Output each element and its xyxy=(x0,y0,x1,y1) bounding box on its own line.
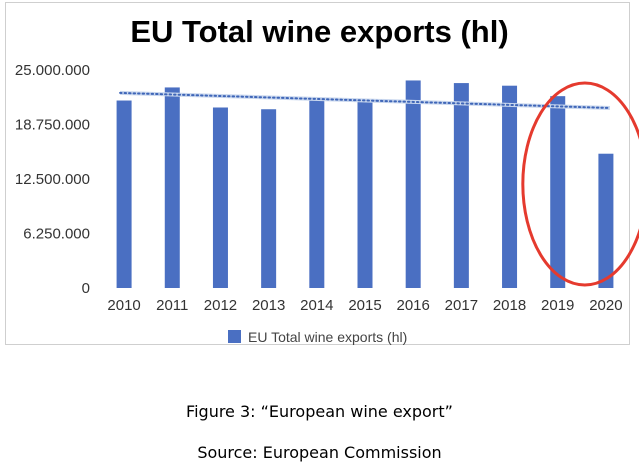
legend-label: EU Total wine exports (hl) xyxy=(248,329,407,345)
bar-2017 xyxy=(453,83,469,288)
y-tick-label: 18.750.000 xyxy=(15,117,90,134)
bar-2018 xyxy=(502,85,518,288)
y-tick-label: 0 xyxy=(82,280,90,297)
x-tick-label: 2011 xyxy=(156,297,188,314)
y-tick-label: 12.500.000 xyxy=(15,171,90,188)
legend-swatch xyxy=(228,330,241,343)
highlight-ellipse xyxy=(521,81,639,287)
bar-2010 xyxy=(116,100,132,289)
x-tick-label: 2020 xyxy=(589,297,622,314)
bar-2016 xyxy=(405,80,421,289)
x-tick-label: 2019 xyxy=(541,297,574,314)
x-tick-label: 2016 xyxy=(396,297,429,314)
x-tick-label: 2018 xyxy=(493,297,526,314)
x-tick-label: 2013 xyxy=(252,297,285,314)
bar-2015 xyxy=(357,100,373,289)
trendline xyxy=(119,91,611,109)
y-tick-label: 25.000.000 xyxy=(15,62,90,79)
chart-title: EU Total wine exports (hl) xyxy=(130,14,509,49)
y-tick-label: 6.250.000 xyxy=(23,226,90,243)
y-axis-ticks: 0 6.250.000 12.500.000 18.750.000 25.000.000 xyxy=(15,62,90,297)
x-tick-label: 2012 xyxy=(204,297,237,314)
x-tick-label: 2015 xyxy=(348,297,381,314)
bar-2012 xyxy=(212,107,228,288)
bar-2020 xyxy=(598,153,614,288)
x-tick-label: 2017 xyxy=(445,297,478,314)
bar-2013 xyxy=(261,109,277,289)
source-caption: Source: European Commission xyxy=(197,443,442,462)
bar-2011 xyxy=(164,87,180,288)
x-tick-label: 2010 xyxy=(107,297,140,314)
x-tick-label: 2014 xyxy=(300,297,333,314)
x-axis-ticks: 2010 2011 2012 2013 2014 2015 2016 2017 2018 2019… xyxy=(107,297,622,314)
bar-2019 xyxy=(550,96,566,288)
bars xyxy=(116,80,614,289)
figure-caption: Figure 3: “European wine export” xyxy=(186,402,453,421)
bar-2014 xyxy=(309,100,325,289)
bar-chart: 0 6.250.000 12.500.000 18.750.000 25.000.000… xyxy=(15,62,639,345)
